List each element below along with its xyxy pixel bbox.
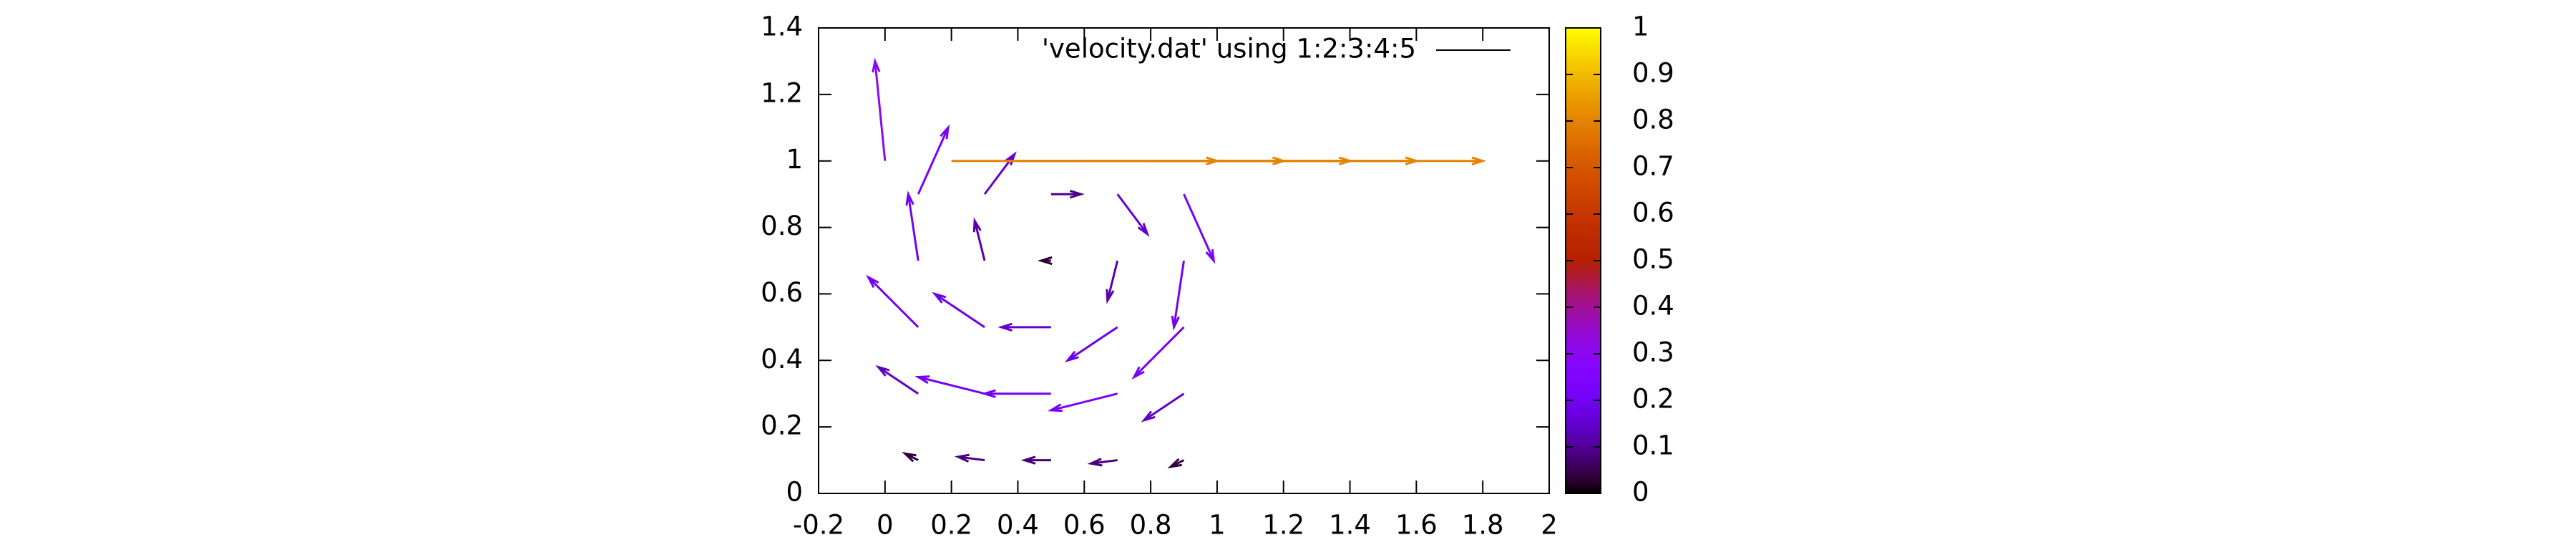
cb-tick-label: 0.6 bbox=[1632, 198, 1674, 228]
vector-arrow bbox=[875, 365, 919, 395]
vector-arrow bbox=[902, 452, 919, 463]
vector-arrow bbox=[1171, 260, 1185, 331]
y-tick-label: 0.4 bbox=[761, 344, 803, 375]
x-tick-label: 0 bbox=[877, 510, 894, 541]
y-tick-label: 0.6 bbox=[761, 277, 803, 308]
vector-arrow bbox=[1050, 189, 1085, 199]
x-tick-label: 1.2 bbox=[1262, 510, 1304, 541]
vector-arrow bbox=[932, 291, 985, 329]
cb-tick-label: 1 bbox=[1632, 11, 1649, 42]
vector-arrow bbox=[972, 217, 986, 261]
x-tick-label: 0.4 bbox=[997, 510, 1039, 541]
vector-arrow bbox=[1116, 193, 1150, 237]
cb-tick-label: 0 bbox=[1632, 477, 1649, 508]
vector-arrow bbox=[1087, 458, 1118, 467]
x-tick-label: 0.2 bbox=[930, 510, 972, 541]
vector-arrow bbox=[1141, 392, 1185, 423]
x-tick-label: 1.6 bbox=[1395, 510, 1438, 541]
cb-tick-label: 0.5 bbox=[1632, 244, 1674, 275]
y-tick-label: 0.2 bbox=[761, 410, 803, 441]
x-tick-label: 1.4 bbox=[1329, 510, 1371, 541]
cb-tick-label: 0.3 bbox=[1632, 337, 1674, 368]
vector-arrow bbox=[1131, 326, 1185, 380]
y-tick-label: 1.4 bbox=[761, 11, 803, 42]
vector-arrow bbox=[954, 453, 985, 463]
cb-tick-label: 0.9 bbox=[1632, 58, 1674, 89]
vector-arrow bbox=[1064, 326, 1118, 363]
y-tick-label: 1 bbox=[786, 144, 803, 175]
cb-tick-label: 0.4 bbox=[1632, 291, 1674, 322]
cb-tick-label: 0.7 bbox=[1632, 151, 1674, 182]
y-tick-label: 1.2 bbox=[761, 77, 803, 108]
vector-arrow bbox=[914, 375, 985, 395]
x-tick-label: 1.8 bbox=[1462, 510, 1504, 541]
vector-arrow bbox=[1216, 156, 1487, 165]
vector-arrow bbox=[1047, 392, 1118, 412]
vector-arrow bbox=[905, 190, 919, 261]
vector-arrow bbox=[866, 274, 919, 328]
x-tick-label: 2 bbox=[1541, 510, 1558, 541]
vector-arrow bbox=[997, 322, 1051, 332]
vector-arrow bbox=[1020, 455, 1051, 465]
plot-border bbox=[818, 27, 1550, 494]
y-tick-label: 0 bbox=[786, 477, 803, 508]
vector-arrow bbox=[872, 57, 887, 161]
y-tick-label: 0.8 bbox=[761, 211, 803, 241]
vector-arrow bbox=[1183, 193, 1216, 264]
vector-arrow bbox=[917, 124, 950, 195]
x-tick-label: 1 bbox=[1209, 510, 1226, 541]
vector-arrow bbox=[1167, 458, 1185, 469]
x-tick-label: 0.8 bbox=[1130, 510, 1172, 541]
vector-arrow bbox=[980, 389, 1051, 398]
cb-tick-label: 0.8 bbox=[1632, 105, 1674, 135]
cb-tick-label: 0.2 bbox=[1632, 384, 1674, 415]
x-tick-label: -0.2 bbox=[793, 510, 844, 541]
legend-label: 'velocity.dat' using 1:2:3:4:5 bbox=[1042, 34, 1416, 64]
vector-arrow bbox=[1037, 256, 1053, 266]
vector-arrow bbox=[1106, 260, 1119, 304]
cb-tick-label: 0.1 bbox=[1632, 430, 1674, 461]
x-tick-label: 0.6 bbox=[1063, 510, 1106, 541]
